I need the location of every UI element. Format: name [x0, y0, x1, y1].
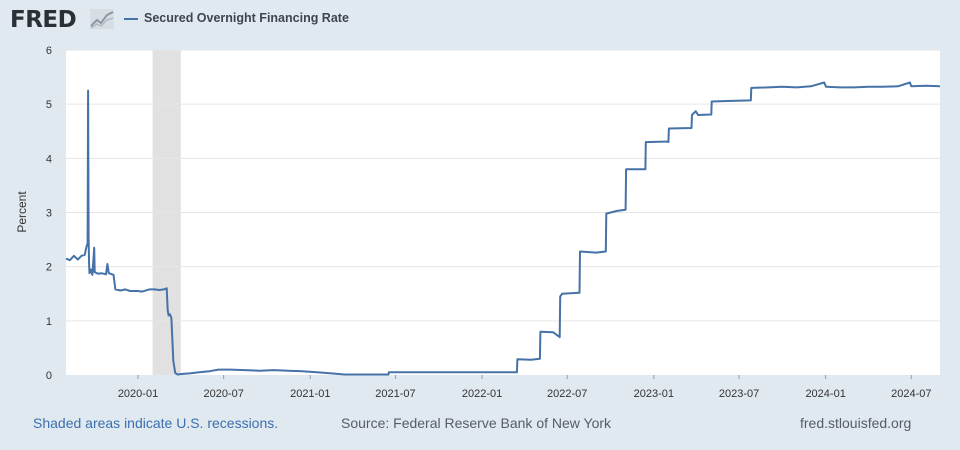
y-tick-label: 2 — [46, 262, 52, 274]
y-tick-label: 1 — [46, 316, 52, 328]
x-tick-label: 2024-07 — [891, 388, 931, 400]
x-tick-label: 2021-07 — [375, 388, 415, 400]
y-axis-title: Percent — [15, 191, 29, 233]
site-link[interactable]: fred.stlouisfed.org — [800, 415, 912, 431]
chart-header: FRED Secured Overnight Financing Rate — [0, 0, 960, 40]
x-tick-label: 2020-07 — [203, 388, 243, 400]
series-line-sofr — [65, 81, 941, 376]
legend-swatch — [124, 18, 138, 20]
y-tick-label: 0 — [46, 370, 52, 382]
fred-logo[interactable]: FRED — [10, 7, 77, 33]
x-tick-label: 2024-01 — [805, 388, 845, 400]
x-tick-label: 2020-01 — [118, 388, 158, 400]
legend-series-label[interactable]: Secured Overnight Financing Rate — [144, 11, 349, 25]
x-tick-label: 2023-01 — [634, 388, 674, 400]
x-tick-label: 2022-01 — [462, 388, 502, 400]
chart: 0 1 2 3 4 5 6 2020-01 2020-07 2021-01 2021-07 2022… — [15, 45, 941, 400]
y-tick-label: 5 — [46, 99, 52, 111]
source-note: Source: Federal Reserve Bank of New York — [341, 415, 612, 431]
x-tick-label: 2023-07 — [719, 388, 759, 400]
line-chart-icon — [90, 9, 114, 29]
x-tick-label: 2022-07 — [547, 388, 587, 400]
y-tick-label: 4 — [46, 153, 52, 165]
x-tick-label: 2021-01 — [290, 388, 330, 400]
y-tick-label: 6 — [46, 45, 52, 57]
recession-note-link[interactable]: Shaded areas indicate U.S. recessions. — [33, 415, 279, 431]
y-tick-label: 3 — [46, 208, 52, 220]
